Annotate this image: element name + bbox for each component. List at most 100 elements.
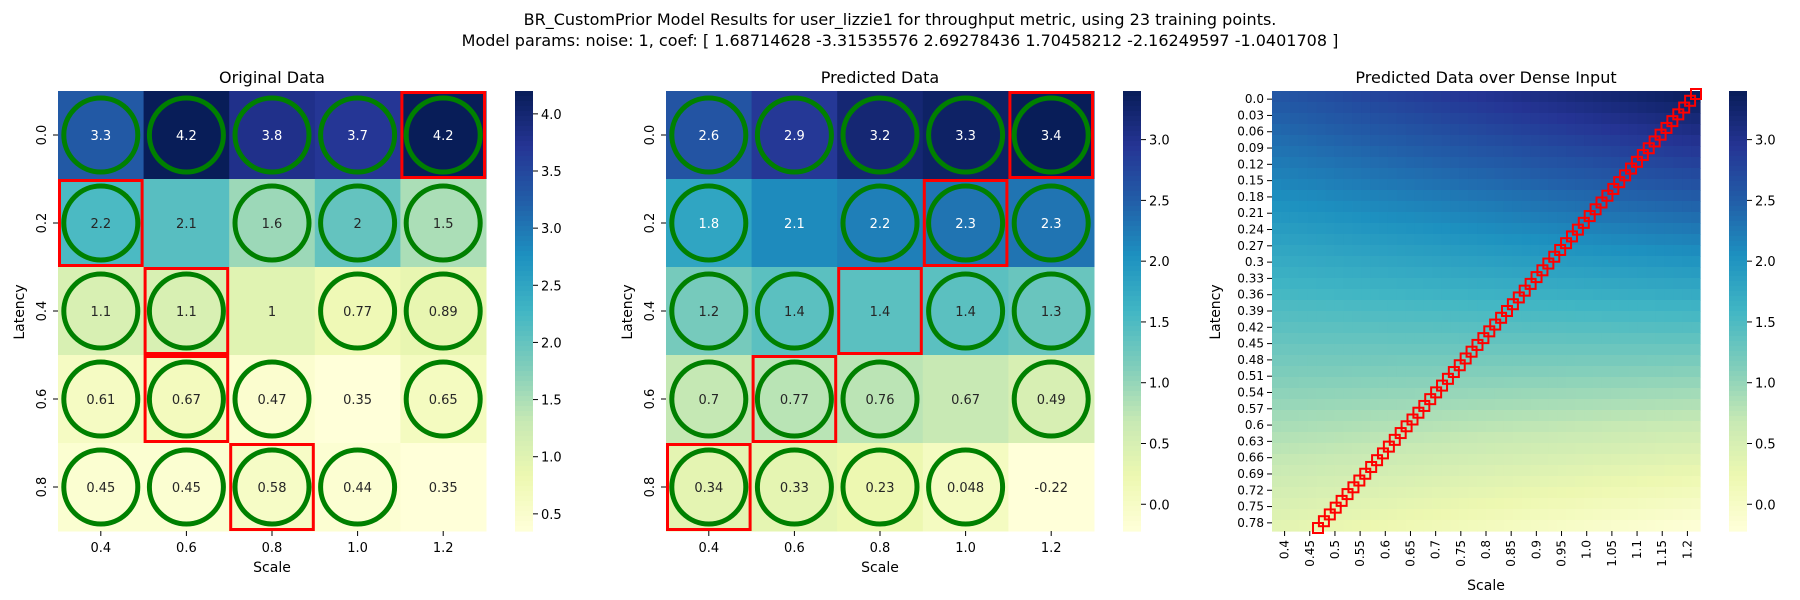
colorbar-segment (1729, 211, 1747, 217)
dense-heatmap-cell (1272, 443, 1282, 455)
dense-heatmap-cell (1441, 311, 1451, 323)
dense-heatmap-cell (1682, 223, 1692, 235)
dense-heatmap-cell (1530, 91, 1541, 103)
training-point-circle (754, 447, 834, 527)
dense-heatmap-cell (1539, 388, 1550, 400)
dense-heatmap-cell (1272, 102, 1282, 114)
dense-heatmap-cell (1370, 465, 1380, 477)
dense-heatmap-cell (1432, 234, 1443, 246)
highlighted-cell-box (837, 267, 923, 355)
dense-heatmap-cell (1370, 168, 1380, 180)
colorbar-segment (1729, 476, 1747, 482)
dense-heatmap-cell (1655, 432, 1665, 444)
dense-heatmap-cell (1307, 201, 1318, 213)
dense-heatmap-cell (1494, 399, 1505, 411)
dense-heatmap-cell (1566, 311, 1576, 323)
dense-heatmap-cell (1548, 223, 1558, 235)
dense-heatmap-cell (1673, 311, 1683, 323)
dense-predicted-heatmap: Predicted Data over Dense Input Scale La… (1208, 68, 1776, 594)
dense-heatmap-cell (1619, 223, 1630, 235)
training-point-circle (754, 359, 834, 439)
dense-heatmap-cell (1468, 377, 1478, 389)
cell-value-label: 4.2 (433, 129, 454, 144)
colorbar-segment (1729, 226, 1747, 232)
dense-heatmap-cell (1637, 388, 1648, 400)
dense-heatmap-cell (1450, 487, 1460, 499)
dense-heatmap-cell (1298, 179, 1309, 191)
dense-heatmap-cell (1459, 322, 1469, 334)
colorbar-segment (1729, 281, 1747, 287)
training-point-circle (61, 183, 141, 263)
dense-heatmap-cell (1477, 289, 1487, 301)
dense-heatmap-cell (1379, 179, 1389, 191)
dense-heatmap-cell (1584, 135, 1594, 147)
dense-heatmap-cell (1405, 377, 1416, 389)
colorbar-segment (515, 526, 533, 532)
dense-heatmap-cell (1486, 146, 1496, 158)
heatmap-cell (751, 91, 838, 180)
heatmap-cell (58, 179, 145, 268)
dense-heatmap-cell (1503, 212, 1514, 224)
dense-heatmap-cell (1316, 311, 1327, 323)
colorbar-segment (1729, 156, 1747, 162)
dense-heatmap-cell (1584, 454, 1594, 466)
dense-heatmap-cell (1334, 267, 1344, 279)
dense-heatmap-cell (1512, 333, 1523, 345)
dense-heatmap-cell (1477, 443, 1487, 455)
dense-heatmap-cell (1334, 410, 1344, 422)
cell-value-label: 0.35 (343, 393, 372, 408)
heatmap-cell (229, 179, 316, 268)
dense-heatmap-cell (1280, 190, 1291, 202)
dense-heatmap-cell (1575, 102, 1585, 114)
dense-heatmap-cell (1521, 421, 1532, 433)
dense-heatmap-cell (1361, 157, 1371, 169)
predicted-data-title: Predicted Data (821, 68, 939, 87)
dense-heatmap-cell (1334, 388, 1344, 400)
colorbar-segment (1123, 526, 1141, 532)
colorbar-segment (1729, 106, 1747, 112)
dense-heatmap-cell (1593, 443, 1603, 455)
heatmap-cell (229, 91, 316, 180)
dense-heatmap-cell (1298, 278, 1309, 290)
dense-heatmap-cell (1619, 377, 1630, 389)
dense-heatmap-cell (1361, 113, 1371, 125)
dense-heatmap-cell (1468, 465, 1478, 477)
colorbar-segment (515, 146, 533, 152)
dense-heatmap-cell (1494, 223, 1505, 235)
dense-heatmap-cell (1432, 124, 1443, 136)
dense-heatmap-cell (1316, 322, 1327, 334)
heatmap-cell (922, 91, 1009, 180)
dense-heatmap-cell (1673, 333, 1683, 345)
dense-heatmap-cell (1548, 333, 1558, 345)
dense-heatmap-cell (1396, 245, 1407, 257)
dense-heatmap-cell (1441, 443, 1451, 455)
colorbar-tick-label: 2.5 (1149, 194, 1170, 209)
dense-heatmap-cell (1566, 509, 1576, 521)
dense-heatmap-cell (1566, 146, 1576, 158)
dense-heatmap-cell (1575, 333, 1585, 345)
original-data-heatmap: Original Data Scale Latency 3.3 4.2 3.8 3.7… (12, 68, 562, 576)
dense-heatmap-cell (1379, 157, 1389, 169)
dense-heatmap-cell (1307, 476, 1318, 488)
dense-heatmap-cell (1405, 146, 1416, 158)
dense-heatmap-cell (1441, 157, 1451, 169)
colorbar-segment (515, 376, 533, 382)
dense-heatmap-cell (1512, 168, 1523, 180)
dense-heatmap-cell (1628, 289, 1639, 301)
dense-heatmap-cell (1682, 355, 1692, 367)
dense-heatmap-cell (1566, 388, 1576, 400)
dense-heatmap-cell (1664, 465, 1674, 477)
dense-heatmap-cell (1566, 212, 1576, 224)
dense-heatmap-cell (1289, 311, 1300, 323)
dense-heatmap-cell (1352, 520, 1362, 532)
dense-heatmap-cell (1414, 179, 1425, 191)
dense-heatmap-cell (1557, 311, 1567, 323)
dense-heatmap-cell (1655, 465, 1665, 477)
dense-heatmap-cell (1655, 487, 1665, 499)
dense-heatmap-cell (1325, 245, 1336, 257)
colorbar-segment (1729, 196, 1747, 202)
dense-heatmap-cell (1387, 102, 1398, 114)
dense-heatmap-cell (1593, 498, 1603, 510)
dense-heatmap-cell (1664, 168, 1674, 180)
dense-heatmap-cell (1619, 157, 1630, 169)
